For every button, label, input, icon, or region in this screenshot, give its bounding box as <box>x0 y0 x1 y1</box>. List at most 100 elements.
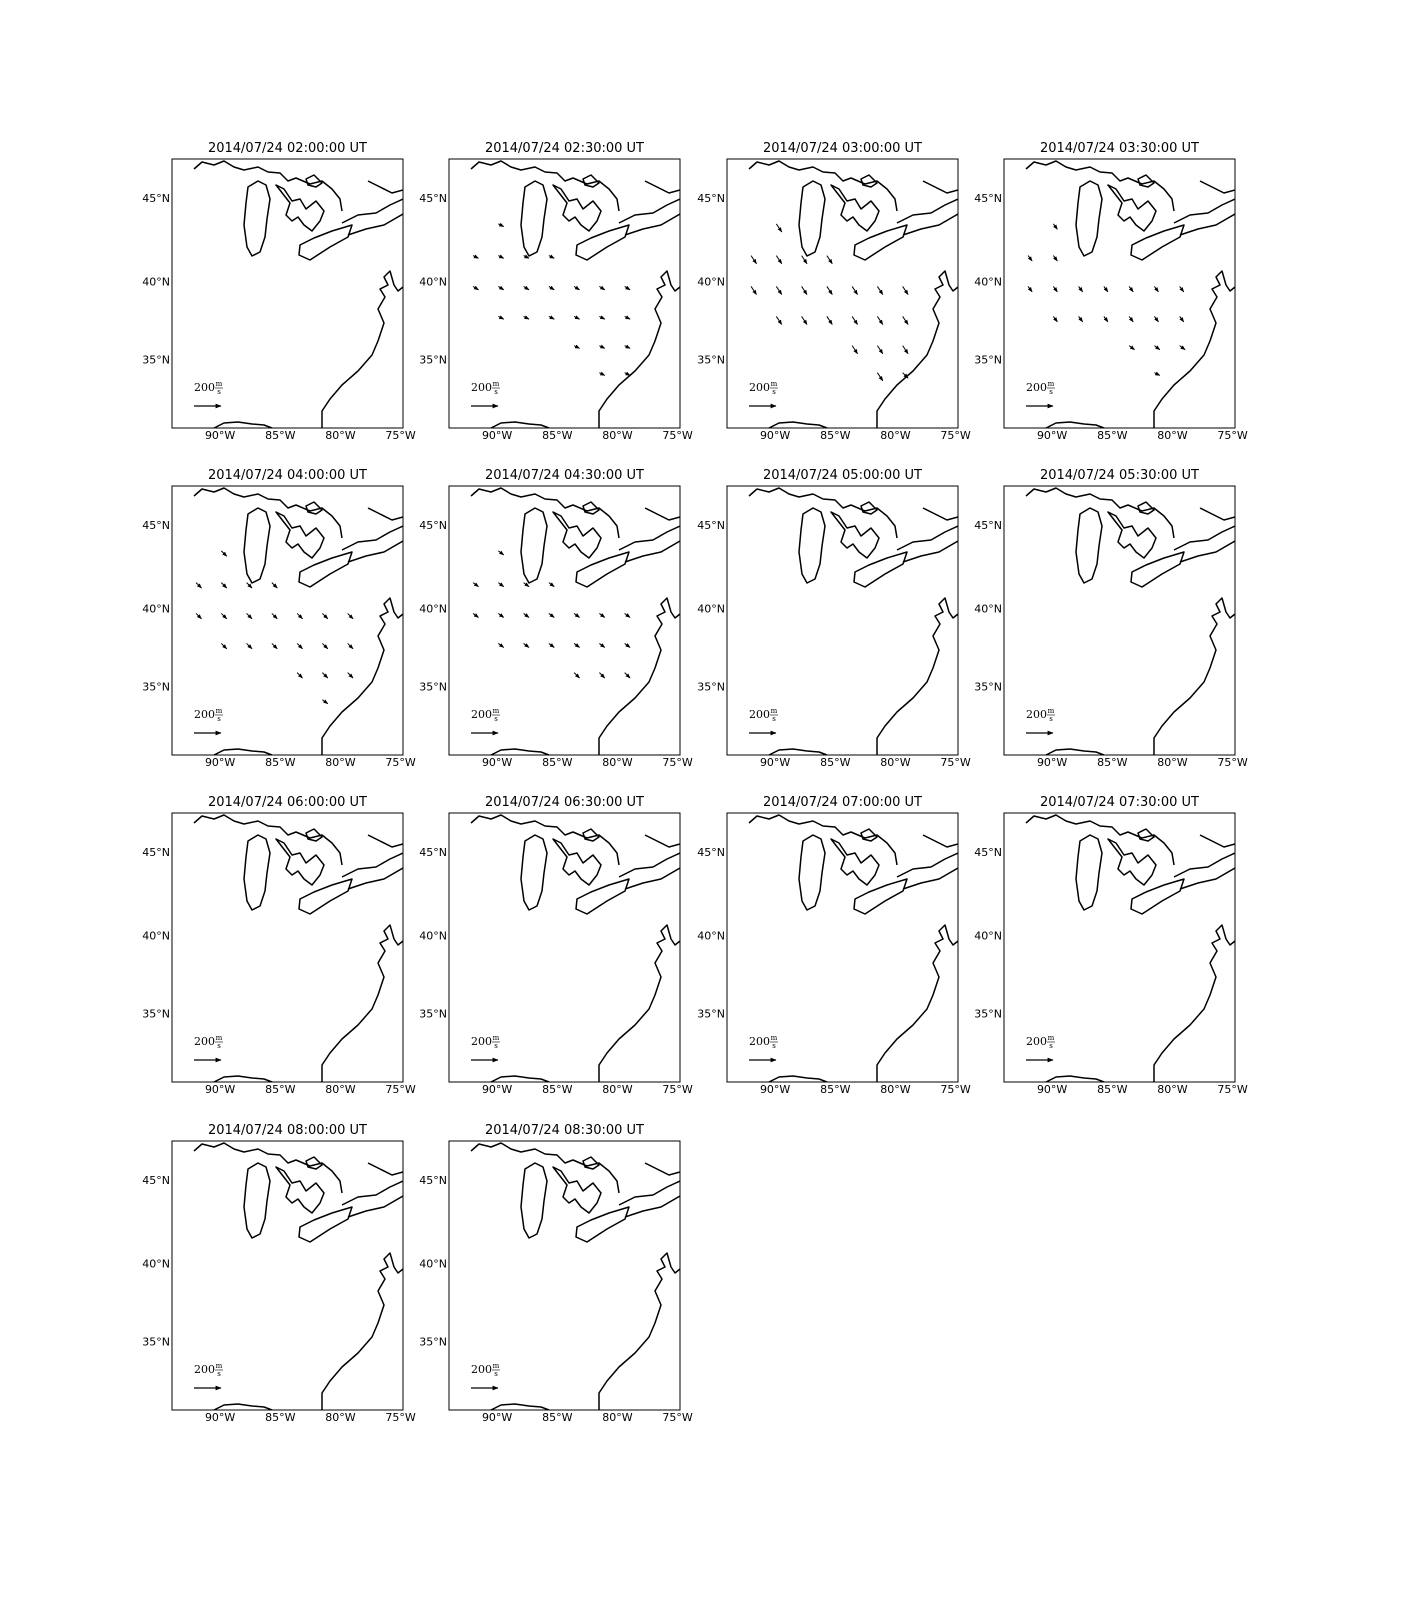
quiver-key-value: 200 <box>471 1035 492 1048</box>
wind-vector <box>573 285 580 291</box>
x-tick-label: 85°W <box>265 1411 295 1424</box>
x-tick-label: 80°W <box>602 1083 632 1096</box>
y-tick-label: 40°N <box>419 603 447 616</box>
wind-vector <box>523 285 530 291</box>
axes-frame <box>448 1140 681 1411</box>
y-tick-label: 40°N <box>974 276 1002 289</box>
wind-vector <box>624 285 631 291</box>
panel-title: 2014/07/24 06:30:00 UT <box>485 795 644 810</box>
map-panel: 2014/07/24 07:30:00 UT 90°W 85°W 80°W 75°W 35… <box>974 795 1248 1096</box>
x-tick-label: 90°W <box>205 756 235 769</box>
quiver-key-unit: m <box>1048 380 1055 388</box>
x-tick-label: 90°W <box>1037 756 1067 769</box>
wind-vector <box>220 613 228 620</box>
x-tick-label: 75°W <box>385 429 415 442</box>
wind-vector <box>1052 255 1058 262</box>
coastline <box>194 161 403 428</box>
quiver-key-value: 200 <box>194 1035 215 1048</box>
wind-vector <box>498 254 505 259</box>
x-tick-label: 85°W <box>265 756 295 769</box>
y-tick-label: 40°N <box>419 276 447 289</box>
wind-vector <box>624 613 631 618</box>
wind-vector <box>902 345 909 355</box>
quiver-key-unit: m <box>771 1034 778 1042</box>
x-tick-label: 90°W <box>482 1411 512 1424</box>
wind-vector <box>851 286 858 295</box>
wind-vector <box>1103 316 1109 323</box>
axes-frame <box>1003 485 1236 756</box>
wind-vector <box>1052 223 1058 230</box>
wind-vector <box>195 582 202 589</box>
coastline <box>471 1143 680 1410</box>
x-tick-label: 75°W <box>1217 1083 1247 1096</box>
wind-vector <box>1103 286 1109 293</box>
quiver-key-value: 200 <box>471 381 492 394</box>
wind-vector <box>548 582 555 588</box>
coastline <box>749 161 958 428</box>
quiver-key-value: 200 <box>1026 381 1047 394</box>
wind-vector <box>1052 286 1058 293</box>
wind-vector <box>775 255 783 265</box>
y-tick-label: 35°N <box>419 680 447 693</box>
y-tick-label: 40°N <box>974 603 1002 616</box>
y-tick-label: 45°N <box>142 1174 170 1187</box>
wind-vector <box>826 286 833 295</box>
x-tick-label: 90°W <box>760 756 790 769</box>
wind-vector <box>523 582 530 588</box>
wind-vector <box>1027 286 1033 293</box>
map-panel: 2014/07/24 03:00:00 UT 90°W 85°W 80°W 75°W 35… <box>697 141 971 442</box>
wind-vector <box>599 344 606 349</box>
y-tick-label: 40°N <box>142 930 170 943</box>
wind-vector <box>1153 286 1159 293</box>
panel-title: 2014/07/24 06:00:00 UT <box>208 795 367 810</box>
x-tick-label: 75°W <box>940 756 970 769</box>
x-tick-label: 80°W <box>325 1083 355 1096</box>
y-tick-label: 35°N <box>974 353 1002 366</box>
wind-vector <box>599 613 606 618</box>
wind-vector <box>498 285 505 291</box>
wind-vector <box>523 254 530 259</box>
map-panel: 2014/07/24 05:00:00 UT 90°W 85°W 80°W 75°W 35… <box>697 468 971 769</box>
map-panel: 2014/07/24 03:30:00 UT 90°W 85°W 80°W 75°W 35… <box>974 141 1248 442</box>
panel-title: 2014/07/24 05:30:00 UT <box>1040 468 1199 483</box>
panel-title: 2014/07/24 07:00:00 UT <box>763 795 922 810</box>
wind-vector <box>296 643 303 650</box>
x-tick-label: 85°W <box>1097 756 1127 769</box>
panel-title: 2014/07/24 08:30:00 UT <box>485 1123 644 1138</box>
panel-title: 2014/07/24 05:00:00 UT <box>763 468 922 483</box>
wind-vector <box>498 643 505 648</box>
quiver-key-unit: s <box>1049 715 1053 723</box>
x-tick-label: 75°W <box>662 756 692 769</box>
y-tick-label: 45°N <box>142 846 170 859</box>
y-tick-label: 45°N <box>419 519 447 532</box>
wind-vector <box>1027 255 1033 262</box>
coastline <box>471 161 680 428</box>
quiver-key-unit: s <box>217 1370 221 1378</box>
map-panel: 2014/07/24 08:00:00 UT 90°W 85°W 80°W 75°W 35… <box>142 1123 416 1424</box>
wind-vector <box>851 316 858 325</box>
wind-vector <box>220 643 228 650</box>
map-panel: 2014/07/24 06:00:00 UT 90°W 85°W 80°W 75°W 35… <box>142 795 416 1096</box>
wind-vector <box>246 582 253 589</box>
wind-vector <box>472 582 479 588</box>
x-tick-label: 75°W <box>385 756 415 769</box>
coastline <box>471 815 680 1082</box>
wind-vector <box>876 345 884 355</box>
y-tick-label: 40°N <box>697 276 725 289</box>
wind-vector <box>573 643 580 648</box>
quiver-key-value: 200 <box>749 381 770 394</box>
quiver-key-unit: m <box>493 1034 500 1042</box>
axes-frame <box>726 158 959 429</box>
wind-vector <box>801 316 808 325</box>
y-tick-label: 45°N <box>419 1174 447 1187</box>
wind-vector <box>1128 316 1134 323</box>
axes-frame <box>448 485 681 756</box>
quiver-key-value: 200 <box>194 1363 215 1376</box>
quiver-key-unit: s <box>772 388 776 396</box>
wind-vector <box>548 315 555 320</box>
axes-frame <box>171 1140 404 1411</box>
quiver-key-unit: s <box>494 1370 498 1378</box>
wind-vector <box>1179 345 1186 351</box>
y-tick-label: 40°N <box>142 1258 170 1271</box>
